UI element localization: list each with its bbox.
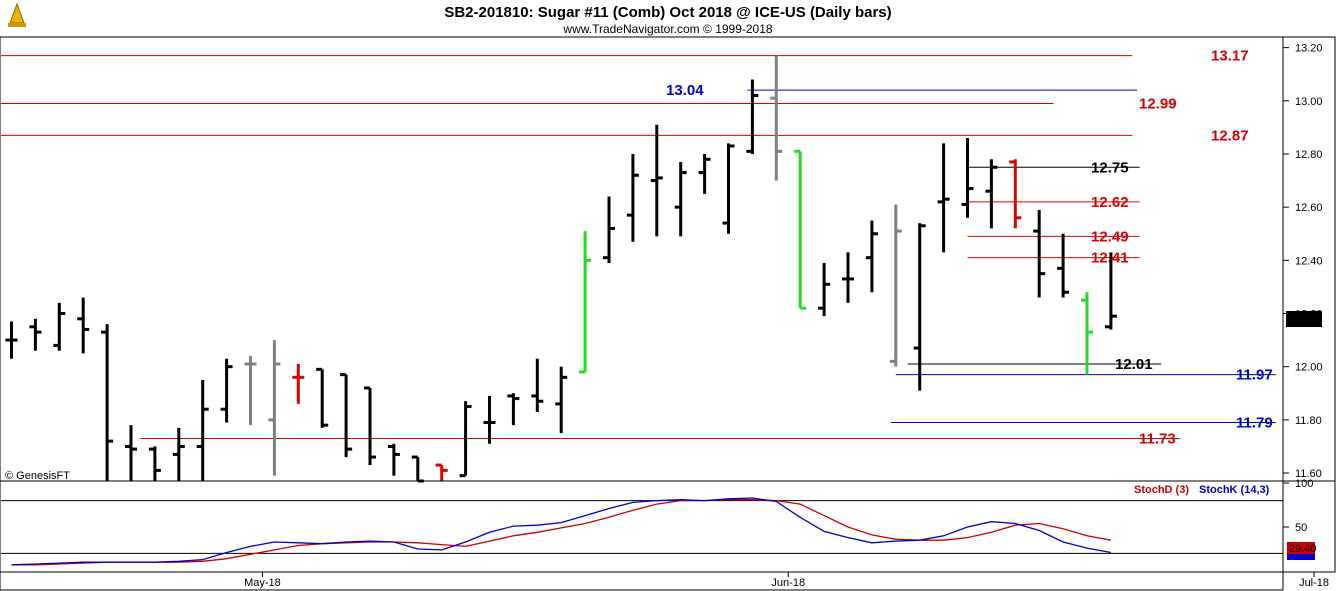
time-tick-label-2: Jul-18: [1299, 577, 1329, 589]
ohlc-bar-16: [387, 443, 400, 476]
level-label-6: 12.49: [1091, 228, 1129, 245]
ohlc-bars: [5, 55, 1117, 483]
ohlc-bar-28: [674, 161, 687, 237]
ohlc-bar-32: [770, 55, 783, 181]
ohlc-bar-0: [5, 321, 18, 359]
price-tick-label-0: 13.20: [1295, 43, 1323, 55]
stoch-series-1: [11, 497, 1112, 566]
ohlc-bar-2: [53, 302, 66, 351]
level-lines: 13.1712.9912.8713.0412.7512.6212.4912.41…: [1, 48, 1276, 447]
price-tick-label-2: 12.80: [1295, 149, 1323, 161]
level-label-10: 11.79: [1236, 415, 1273, 432]
ohlc-bar-10: [244, 356, 257, 426]
ohlc-bar-3: [77, 297, 90, 354]
ohlc-bar-8: [196, 379, 209, 481]
level-label-3: 13.04: [666, 82, 704, 99]
level-label-4: 12.75: [1091, 159, 1129, 176]
ohlc-bar-1: [29, 318, 42, 351]
ohlc-bar-18: [435, 463, 448, 481]
ohlc-bar-35: [842, 252, 854, 303]
last-price-marker: 12.19: [1286, 311, 1322, 327]
ohlc-bar-31: [746, 79, 759, 154]
last-price-label: 12.19: [1289, 314, 1317, 326]
price-tick-label-7: 11.80: [1295, 415, 1322, 427]
price-tick-label-1: 13.00: [1295, 96, 1323, 108]
ohlc-bar-41: [985, 159, 998, 229]
level-label-11: 11.73: [1139, 430, 1176, 447]
legend-stochd: StochD (3): [1134, 484, 1189, 496]
ohlc-bar-43: [1033, 209, 1046, 298]
stoch-tick-label-0: 100: [1295, 478, 1313, 490]
ohlc-bar-7: [172, 427, 185, 481]
ohlc-bar-38: [913, 223, 926, 391]
time-tick-label-0: May-18: [244, 577, 281, 589]
watermark-text: © GenesisFT: [5, 470, 70, 482]
ohlc-bar-27: [650, 124, 663, 237]
stoch-lines: [11, 497, 1112, 566]
stoch-reference-lines: [1, 500, 1283, 554]
ohlc-bar-37: [889, 204, 902, 367]
stoch-ticks: 100 50: [1283, 478, 1313, 534]
logo-icon: [8, 2, 26, 27]
ohlc-bar-34: [818, 262, 831, 317]
level-label-1: 12.99: [1139, 95, 1177, 112]
ohlc-bar-25: [603, 196, 615, 263]
level-label-2: 12.87: [1211, 127, 1249, 144]
ohlc-bar-19: [459, 401, 472, 478]
ohlc-bar-29: [698, 153, 711, 194]
ohlc-bar-26: [626, 153, 639, 242]
price-tick-label-6: 12.00: [1295, 362, 1323, 374]
ohlc-bar-45: [1081, 292, 1093, 375]
level-label-0: 13.17: [1211, 48, 1249, 65]
ohlc-bar-11: [268, 340, 281, 476]
ohlc-bar-36: [865, 220, 878, 293]
chart-title: SB2-201810: Sugar #11 (Comb) Oct 2018 @ …: [444, 4, 891, 21]
stoch-tick-label-1: 50: [1295, 522, 1307, 534]
ohlc-bar-5: [125, 425, 137, 481]
ohlc-bar-9: [220, 358, 233, 423]
level-label-9: 11.97: [1236, 367, 1273, 384]
time-ticks: May-18 Jun-18 Jul-18: [244, 572, 1329, 589]
ohlc-bar-46: [1104, 252, 1117, 330]
price-tick-label-3: 12.60: [1295, 202, 1323, 214]
ohlc-bar-39: [937, 143, 950, 253]
stoch-series-0: [11, 499, 1112, 566]
ohlc-bar-15: [364, 386, 376, 466]
ohlc-bar-30: [722, 143, 735, 234]
ohlc-bar-14: [340, 373, 353, 458]
ohlc-bar-22: [531, 358, 544, 412]
stoch-last-label: 29.40: [1289, 543, 1317, 555]
level-label-8: 12.01: [1115, 356, 1153, 373]
ohlc-bar-44: [1057, 233, 1070, 298]
time-tick-label-1: Jun-18: [771, 577, 805, 589]
price-tick-label-8: 11.60: [1295, 468, 1322, 480]
level-label-5: 12.62: [1091, 194, 1129, 211]
legend-stochk: StochK (14,3): [1199, 484, 1270, 496]
ohlc-bar-6: [148, 446, 161, 481]
ohlc-bar-42: [1009, 159, 1022, 229]
ohlc-bar-40: [961, 138, 974, 218]
time-axis: [0, 571, 1284, 591]
ohlc-bar-24: [579, 231, 592, 374]
ohlc-bar-23: [555, 366, 568, 434]
ohlc-bar-13: [316, 367, 329, 428]
ohlc-bar-21: [507, 393, 520, 426]
ohlc-bar-33: [794, 149, 807, 310]
price-axis: [1282, 36, 1336, 482]
ohlc-bar-4: [101, 324, 114, 481]
chart-subtitle: www.TradeNavigator.com © 1999-2018: [562, 22, 772, 36]
price-tick-label-4: 12.40: [1295, 255, 1323, 267]
ohlc-bar-12: [292, 364, 305, 404]
ohlc-bar-20: [483, 395, 496, 444]
stoch-last-marker: 29.40: [1287, 542, 1317, 560]
